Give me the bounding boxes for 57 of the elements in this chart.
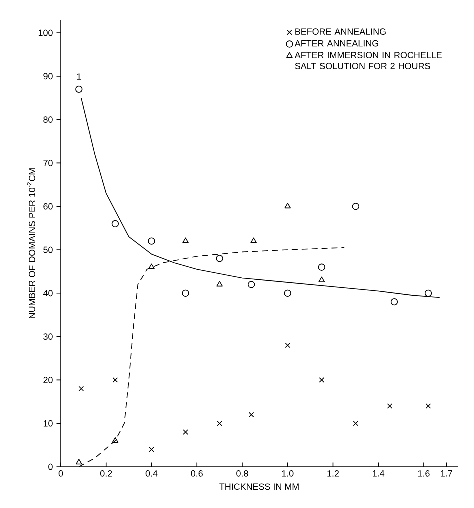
- y-tick-label: 70: [44, 160, 53, 166]
- annotation: 1: [77, 74, 82, 80]
- point: [182, 290, 190, 297]
- y-tick-label: 10: [44, 420, 53, 427]
- point: [390, 298, 398, 306]
- legend-label: AFTER IMMERSION IN ROCHELLE SALT SOLUTION FOR 2 HOURS: [294, 52, 442, 70]
- point: [424, 290, 432, 297]
- x-tick-label: 0.8: [236, 470, 248, 477]
- point: [112, 437, 119, 443]
- y-tick-label: 40: [43, 290, 53, 297]
- y-axis-title: NUMBER OF DOMAINS PER 10$^{-2}$CM: [27, 168, 36, 318]
- point: [318, 276, 326, 282]
- point: [284, 203, 292, 209]
- y-tick-label: 20: [44, 377, 53, 384]
- y-tick-label: 60: [44, 203, 53, 210]
- point: [76, 459, 82, 465]
- point: [78, 386, 84, 392]
- point: [387, 404, 393, 409]
- point: [426, 404, 432, 409]
- point: [112, 378, 118, 383]
- legend-label: AFTER ANNEALING: [294, 40, 378, 47]
- point: [248, 281, 256, 288]
- y-tick-label: 100: [38, 30, 53, 36]
- x-tick-label: 1.2: [328, 470, 340, 477]
- y-tick-label: 0: [48, 464, 53, 470]
- point: [76, 86, 83, 94]
- y-tick-label: 80: [44, 116, 53, 123]
- x-tick-label: 1.7: [441, 470, 452, 477]
- point: [284, 290, 292, 297]
- point: [248, 412, 254, 418]
- x-tick-label: 0.4: [146, 470, 158, 477]
- point: [149, 446, 154, 452]
- point: [182, 238, 189, 244]
- x-axis-title: THICKNESS IN MM: [220, 484, 299, 490]
- point: [216, 255, 224, 262]
- point: [319, 378, 325, 383]
- x-tick-label: 1.0: [282, 470, 294, 477]
- point: [216, 281, 223, 287]
- point: [183, 430, 188, 435]
- point: [352, 203, 360, 210]
- point: [318, 264, 326, 271]
- point: [285, 342, 291, 348]
- point: [148, 238, 156, 245]
- point: [148, 264, 155, 270]
- point: [217, 420, 222, 426]
- x-tick-label: 0.6: [191, 470, 203, 477]
- point: [353, 420, 359, 426]
- point: [112, 220, 120, 228]
- x-tick-label: 0.2: [100, 470, 112, 477]
- point: [250, 238, 257, 244]
- x-tick-label: 1.4: [373, 470, 385, 477]
- y-tick-label: 90: [44, 73, 53, 80]
- x-tick-label: 1.6: [418, 470, 430, 477]
- y-tick-label: 30: [44, 334, 53, 340]
- x-tick-label: 0: [58, 470, 64, 477]
- y-tick-label: 50: [44, 246, 53, 254]
- legend-label: BEFORE ANNEALING: [296, 28, 386, 36]
